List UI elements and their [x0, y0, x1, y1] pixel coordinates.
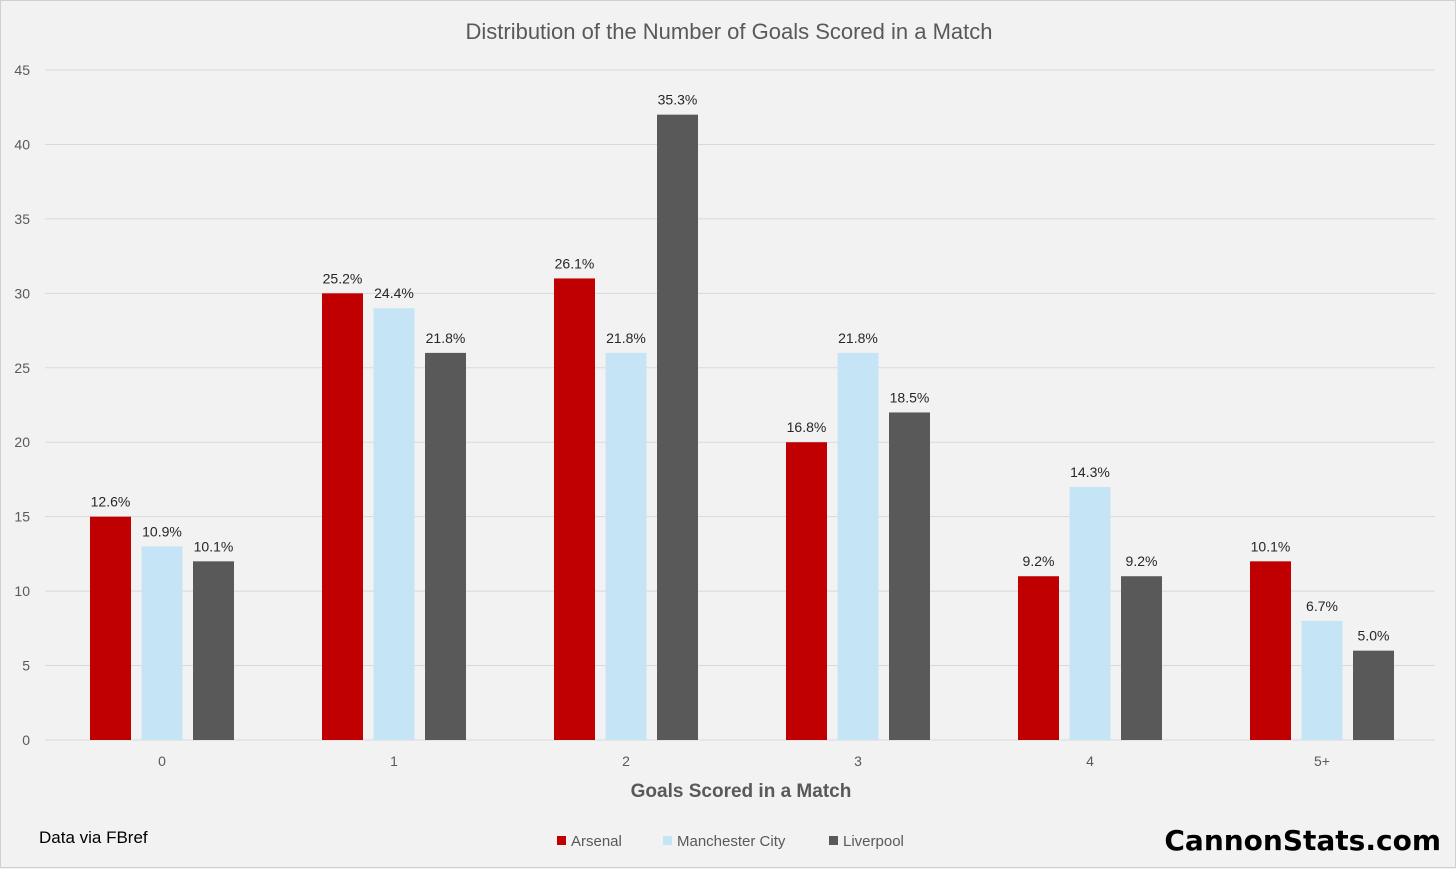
bar: [786, 442, 827, 740]
legend-item: Arsenal: [557, 833, 622, 850]
data-label: 6.7%: [1306, 598, 1338, 614]
bar: [141, 546, 183, 740]
source-note: Data via FBref: [39, 828, 148, 847]
legend-item: Liverpool: [829, 833, 904, 850]
bar: [1301, 620, 1343, 740]
data-label: 14.3%: [1070, 464, 1110, 480]
gridlines: [45, 69, 1435, 741]
x-axis-title: Goals Scored in a Match: [631, 781, 852, 802]
y-tick-label: 35: [14, 211, 30, 227]
data-label: 21.8%: [426, 330, 466, 346]
bar: [554, 278, 595, 740]
bar: [1250, 561, 1291, 740]
data-label: 26.1%: [555, 255, 595, 271]
y-tick-label: 0: [22, 732, 30, 748]
legend-label: Arsenal: [571, 833, 622, 850]
bar: [605, 352, 647, 740]
bar: [837, 352, 879, 740]
x-tick-label: 3: [854, 753, 862, 769]
data-label: 18.5%: [890, 389, 930, 405]
x-tick-label: 2: [622, 753, 630, 769]
data-label: 10.1%: [194, 538, 234, 554]
data-label: 9.2%: [1023, 553, 1055, 569]
bar: [373, 308, 415, 740]
x-tick-label: 0: [158, 753, 166, 769]
bar: [425, 352, 466, 740]
data-label: 25.2%: [323, 270, 363, 286]
bar: [322, 293, 363, 740]
data-label: 10.9%: [142, 523, 182, 539]
data-label: 24.4%: [374, 285, 414, 301]
chart-title: Distribution of the Number of Goals Scor…: [465, 19, 992, 44]
data-label: 21.8%: [606, 330, 646, 346]
x-tick-label: 4: [1086, 753, 1094, 769]
data-label: 10.1%: [1251, 538, 1291, 554]
bars: [90, 114, 1394, 740]
bar: [657, 114, 698, 740]
legend-label: Manchester City: [677, 833, 786, 850]
bar: [1353, 650, 1394, 740]
data-label: 5.0%: [1358, 628, 1390, 644]
data-label: 35.3%: [658, 92, 698, 108]
data-label: 16.8%: [787, 419, 827, 435]
data-label: 12.6%: [91, 494, 131, 510]
bar: [1018, 576, 1059, 740]
data-labels: 12.6% 10.9% 10.1% 25.2% 24.4% 21.8% 26.1% 21.8%…: [91, 92, 1390, 644]
y-tick-label: 30: [14, 285, 30, 301]
legend-swatch: [829, 836, 838, 845]
legend-item: Manchester City: [663, 833, 786, 850]
bar: [90, 516, 131, 740]
y-tick-label: 25: [14, 360, 30, 376]
bar: [193, 561, 234, 740]
bar: [1069, 486, 1111, 740]
y-tick-label: 5: [22, 658, 30, 674]
x-tick-label: 1: [390, 753, 398, 769]
data-label: 9.2%: [1126, 553, 1158, 569]
y-tick-label: 45: [14, 62, 30, 78]
legend-swatch: [557, 836, 566, 845]
y-tick-label: 10: [14, 583, 30, 599]
x-axis-ticks: 0 1 2 3 4 5+: [158, 753, 1330, 769]
x-tick-label: 5+: [1314, 753, 1330, 769]
legend-swatch: [663, 836, 672, 845]
y-axis-ticks: 0 5 10 15 20 25 30 35 40 45: [14, 62, 30, 748]
y-tick-label: 15: [14, 509, 30, 525]
brand-watermark: CannonStats.com: [1164, 824, 1441, 857]
bar: [1121, 576, 1162, 740]
bar: [889, 412, 930, 740]
y-tick-label: 20: [14, 434, 30, 450]
y-tick-label: 40: [14, 136, 30, 152]
legend: Arsenal Manchester City Liverpool: [557, 833, 904, 850]
data-label: 21.8%: [838, 330, 878, 346]
legend-label: Liverpool: [843, 833, 904, 850]
